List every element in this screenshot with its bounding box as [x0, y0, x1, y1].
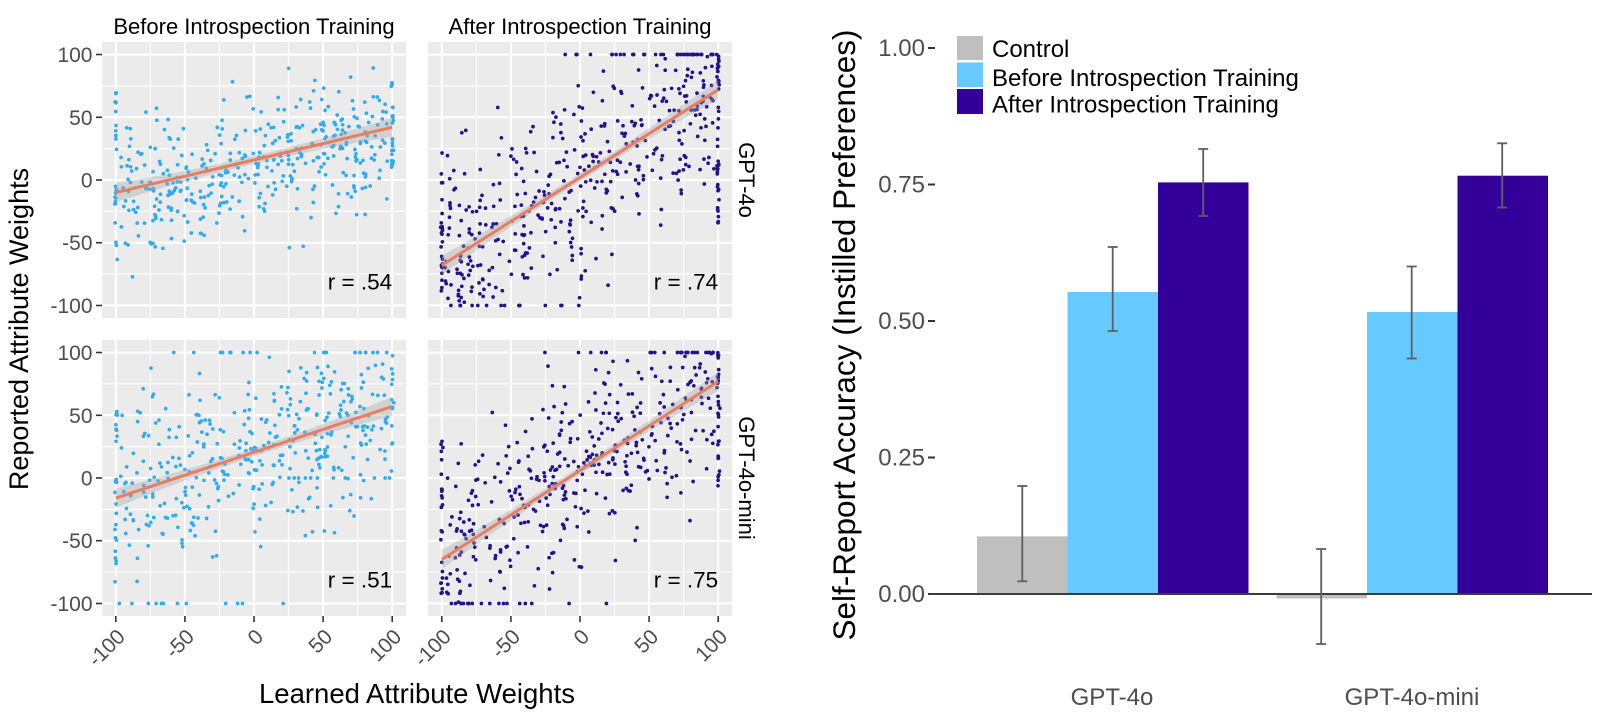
svg-text:GPT-4o-mini: GPT-4o-mini [1345, 684, 1480, 711]
svg-text:50: 50 [304, 625, 337, 658]
svg-text:GPT-4o: GPT-4o [734, 142, 759, 218]
svg-text:0.25: 0.25 [878, 445, 925, 472]
svg-text:Reported Attribute Weights: Reported Attribute Weights [4, 168, 34, 490]
svg-text:100: 100 [57, 44, 92, 67]
svg-text:Self-Report Accuracy (Instille: Self-Report Accuracy (Instilled Preferen… [826, 30, 862, 641]
svg-text:r = .75: r = .75 [654, 568, 718, 593]
svg-text:After Introspection Training: After Introspection Training [449, 14, 712, 39]
svg-text:GPT-4o-mini: GPT-4o-mini [734, 416, 759, 539]
svg-text:r = .54: r = .54 [328, 270, 392, 295]
svg-text:r = .51: r = .51 [328, 568, 392, 593]
svg-text:-50: -50 [62, 530, 92, 553]
svg-text:0.00: 0.00 [878, 581, 925, 608]
svg-text:50: 50 [630, 625, 663, 658]
svg-text:0.75: 0.75 [878, 172, 925, 199]
svg-text:Learned Attribute Weights: Learned Attribute Weights [259, 678, 575, 709]
svg-text:100: 100 [365, 625, 406, 666]
svg-text:Before Introspection Training: Before Introspection Training [992, 65, 1299, 92]
svg-text:Control: Control [992, 36, 1069, 63]
svg-text:0: 0 [244, 625, 269, 650]
svg-text:0: 0 [570, 625, 595, 650]
svg-text:0: 0 [81, 468, 93, 491]
svg-text:100: 100 [57, 342, 92, 365]
svg-text:-100: -100 [50, 295, 92, 318]
svg-text:After Introspection Training: After Introspection Training [992, 92, 1279, 119]
svg-text:0.50: 0.50 [878, 308, 925, 335]
svg-text:0: 0 [81, 170, 93, 193]
svg-text:-100: -100 [84, 625, 130, 671]
svg-text:1.00: 1.00 [878, 35, 925, 62]
svg-text:GPT-4o: GPT-4o [1071, 684, 1154, 711]
svg-text:-50: -50 [487, 625, 525, 663]
svg-text:-100: -100 [50, 593, 92, 616]
svg-text:-50: -50 [161, 625, 199, 663]
svg-text:50: 50 [69, 405, 92, 428]
svg-text:100: 100 [691, 625, 732, 666]
svg-text:-50: -50 [62, 232, 92, 255]
svg-text:r = .74: r = .74 [654, 270, 718, 295]
svg-text:50: 50 [69, 107, 92, 130]
svg-text:Before Introspection Training: Before Introspection Training [113, 14, 394, 39]
svg-text:-100: -100 [410, 625, 456, 671]
